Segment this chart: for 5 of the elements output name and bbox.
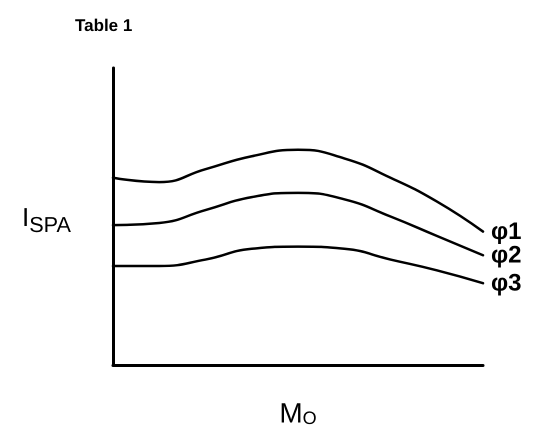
x-axis-title: MO xyxy=(279,398,317,428)
chart-title: Table 1 xyxy=(75,16,132,35)
series-label: φ1 xyxy=(491,218,522,246)
y-axis-title: I$_{SPA}$ xyxy=(22,202,71,238)
series-label: φ3 xyxy=(491,270,522,297)
